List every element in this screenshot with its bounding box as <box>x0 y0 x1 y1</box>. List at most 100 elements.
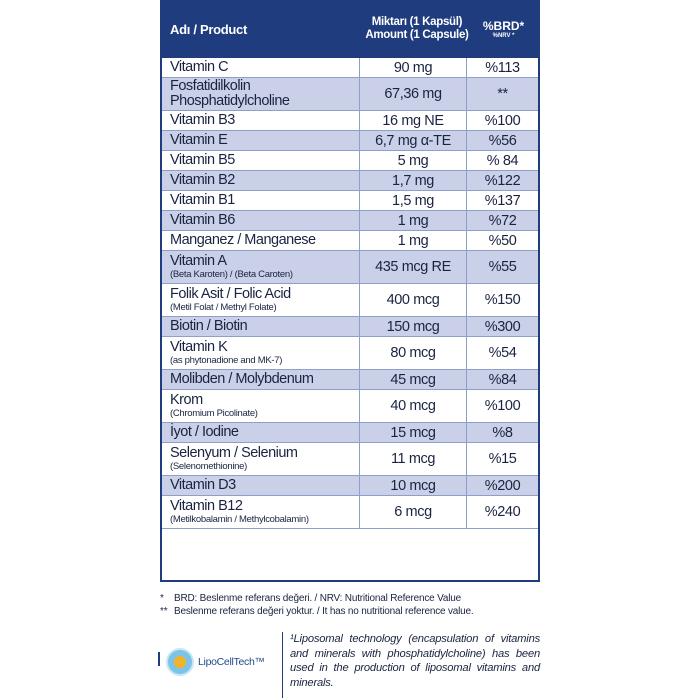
header-nrv: %NRV * <box>492 33 515 39</box>
footnote-2-text: Beslenme referans değeri yoktur. / It ha… <box>174 606 474 617</box>
divider-tick <box>158 652 160 666</box>
nutrient-source: (Chromium Picolinate) <box>170 408 258 419</box>
table-row: Vitamin B2 1,7 mg %122 <box>162 171 538 191</box>
nutrient-cell: Selenyum / Selenium (Selenomethionine) <box>162 443 360 475</box>
table-header: Adı / Product Miktarı (1 Kapsül) Amount … <box>162 0 538 58</box>
header-amount: Miktarı (1 Kapsül) Amount (1 Capsule) <box>365 16 469 41</box>
nutrient-cell: Vitamin K (as phytonadione and MK-7) <box>162 337 360 369</box>
header-brd: %BRD* <box>482 19 525 33</box>
nutrient-name: Folik Asit / Folic Acid <box>170 286 291 302</box>
nutrient-name: Vitamin K <box>170 339 228 355</box>
nutrient-source: (Metil Folat / Methyl Folate) <box>170 302 277 313</box>
nutrient-cell: İyot / Iodine <box>162 423 360 442</box>
nutrient-cell: Vitamin D3 <box>162 476 360 495</box>
table-row: Selenyum / Selenium (Selenomethionine) 11 … <box>162 443 538 476</box>
table-row: Fosfatidilkolin Phosphatidylcholine 67,36… <box>162 78 538 111</box>
table-row: Vitamin B5 5 mg % 84 <box>162 151 538 171</box>
nutrient-cell: Vitamin B5 <box>162 151 360 170</box>
nutrient-cell: Vitamin B12 (Metilkobalamin / Methylcobal… <box>162 496 360 528</box>
nutrient-cell: Folik Asit / Folic Acid (Metil Folat / Me… <box>162 284 360 316</box>
amount-cell: 40 mcg <box>360 390 467 422</box>
percent-cell: %72 <box>488 212 517 229</box>
percent-cell: %50 <box>488 232 517 249</box>
amount-cell: 11 mcg <box>360 443 467 475</box>
amount-cell: 45 mcg <box>360 370 467 389</box>
amount-cell: 6,7 mg α-TE <box>360 131 467 150</box>
nutrient-cell: Vitamin E <box>162 131 360 150</box>
table-row: Vitamin B3 16 mg NE %100 <box>162 111 538 131</box>
header-percent: %BRD* %NRV * <box>469 0 538 58</box>
table-row: Folik Asit / Folic Acid (Metil Folat / Me… <box>162 284 538 317</box>
amount-cell: 5 mg <box>360 151 467 170</box>
table-row: Vitamin B12 (Metilkobalamin / Methylcobal… <box>162 496 538 529</box>
amount-cell: 1,5 mg <box>360 191 467 210</box>
nutrient-cell: Vitamin B1 <box>162 191 360 210</box>
table-row: Vitamin B6 1 mg %72 <box>162 211 538 231</box>
footnote-1-mark: * <box>160 593 164 604</box>
footnote-2: ** Beslenme referans değeri yoktur. / It… <box>160 605 474 618</box>
table-row: Krom (Chromium Picolinate) 40 mcg %100 <box>162 390 538 423</box>
nutrient-name: Vitamin B3 <box>170 112 235 128</box>
amount-cell: 10 mcg <box>360 476 467 495</box>
nutrient-name: Vitamin C <box>170 59 229 75</box>
amount-cell: 80 mcg <box>360 337 467 369</box>
percent-cell: %150 <box>484 292 521 308</box>
nutrient-cell: Vitamin B6 <box>162 211 360 230</box>
supplement-facts-table: Adı / Product Miktarı (1 Kapsül) Amount … <box>160 0 540 582</box>
amount-cell: 16 mg NE <box>360 111 467 130</box>
nutrient-name: Vitamin B5 <box>170 152 235 168</box>
percent-cell: %8 <box>492 424 513 441</box>
amount-cell: 67,36 mg <box>360 78 467 110</box>
percent-cell: %100 <box>484 112 521 129</box>
nutrient-name: Vitamin B1 <box>170 192 235 208</box>
header-product: Adı / Product <box>170 21 247 37</box>
amount-cell: 6 mcg <box>360 496 467 528</box>
amount-cell: 1,7 mg <box>360 171 467 190</box>
amount-cell: 1 mg <box>360 231 467 250</box>
nutrient-cell: Krom (Chromium Picolinate) <box>162 390 360 422</box>
table-row: Vitamin C 90 mg %113 <box>162 58 538 78</box>
nutrient-name: Vitamin B6 <box>170 212 235 228</box>
nutrient-name: Manganez / Manganese <box>170 232 316 248</box>
nutrient-name: Vitamin D3 <box>170 477 236 493</box>
nutrient-cell: Biotin / Biotin <box>162 317 360 336</box>
nutrient-source: (Metilkobalamin / Methylcobalamin) <box>170 514 309 525</box>
amount-cell: 400 mcg <box>360 284 467 316</box>
nutrient-source: (Selenomethionine) <box>170 461 247 472</box>
liposome-icon <box>166 648 194 676</box>
amount-cell: 435 mcg RE <box>360 251 467 283</box>
percent-cell: %113 <box>485 59 520 76</box>
percent-cell: %100 <box>484 398 521 414</box>
nutrient-cell: Vitamin B3 <box>162 111 360 130</box>
amount-cell: 1 mg <box>360 211 467 230</box>
nutrient-source: (as phytonadione and MK-7) <box>170 355 283 366</box>
liposomal-technology-note: ¹Liposomal technology (encapsulation of … <box>290 633 540 689</box>
footnote-1-text: BRD: Beslenme referans değeri. / NRV: Nu… <box>174 593 461 604</box>
percent-cell: %240 <box>484 504 521 520</box>
table-row: Molibden / Molybdenum 45 mcg %84 <box>162 370 538 390</box>
table-row: Vitamin D3 10 mcg %200 <box>162 476 538 496</box>
amount-cell: 90 mg <box>360 58 467 77</box>
amount-cell: 150 mcg <box>360 317 467 336</box>
lipocelltech-logo: LipoCellTech™ <box>166 648 265 676</box>
nutrient-name: Vitamin E <box>170 132 228 148</box>
percent-cell: %54 <box>488 345 517 361</box>
table-row: Vitamin B1 1,5 mg %137 <box>162 191 538 211</box>
table-row: Manganez / Manganese 1 mg %50 <box>162 231 538 251</box>
table-body: Vitamin C 90 mg %113 Fosfatidilkolin Phosph… <box>162 58 538 529</box>
nutrient-name: Vitamin A <box>170 253 227 269</box>
nutrient-name: Vitamin B2 <box>170 172 235 188</box>
nutrient-name: İyot / Iodine <box>170 424 239 440</box>
percent-cell: %300 <box>484 318 521 335</box>
nutrient-cell: Vitamin B2 <box>162 171 360 190</box>
table-row: Vitamin A (Beta Karoten) / (Beta Caroten)… <box>162 251 538 284</box>
logo-text: LipoCellTech™ <box>198 656 265 668</box>
percent-cell: %84 <box>488 371 517 388</box>
table-row: Biotin / Biotin 150 mcg %300 <box>162 317 538 337</box>
nutrient-name: Fosfatidilkolin Phosphatidylcholine <box>170 78 290 109</box>
nutrient-cell: Vitamin A (Beta Karoten) / (Beta Caroten) <box>162 251 360 283</box>
percent-cell: ** <box>497 86 508 102</box>
nutrient-name: Biotin / Biotin <box>170 318 248 334</box>
amount-cell: 15 mcg <box>360 423 467 442</box>
percent-cell: %55 <box>488 259 517 275</box>
